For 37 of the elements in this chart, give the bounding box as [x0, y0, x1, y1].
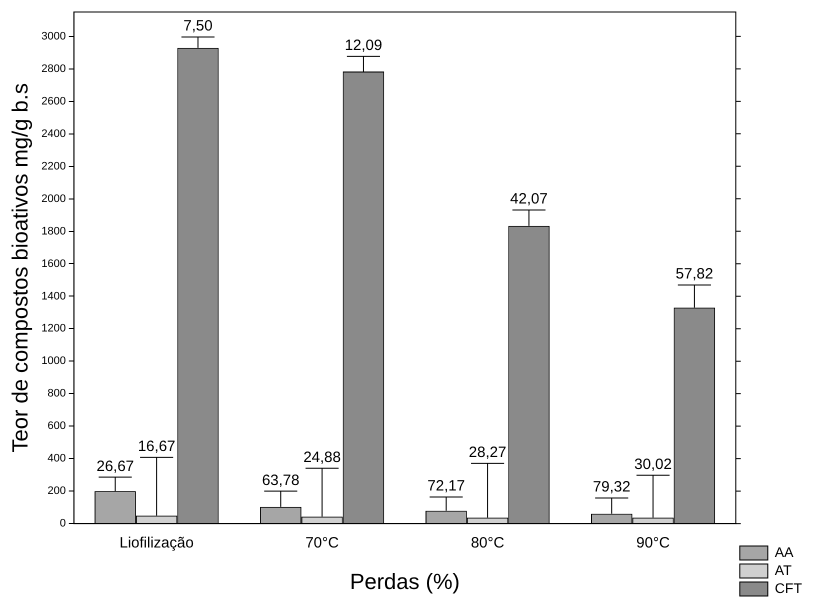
annotation: 12,09	[344, 36, 382, 54]
annotation: 57,82	[676, 266, 714, 283]
annotation: 72,17	[427, 478, 465, 495]
y-tick-label: 1800	[41, 225, 66, 238]
annotation: 7,50	[183, 18, 213, 35]
y-tick-label: 400	[48, 452, 66, 465]
y-tick-label: 2000	[41, 192, 66, 205]
annotation: 24,88	[303, 448, 341, 466]
y-tick-label: 2400	[41, 128, 66, 140]
y-tick-label: 3000	[41, 30, 66, 42]
x-tick-label: 90°C	[636, 534, 670, 552]
annotation: 79,32	[592, 478, 630, 496]
x-tick-label: Liofilização	[120, 534, 194, 552]
annotation: 63,78	[262, 472, 300, 489]
y-tick-label: 2200	[41, 160, 66, 172]
y-tick-label: 0	[60, 518, 66, 530]
y-tick-label: 200	[48, 485, 66, 498]
legend-label: AT	[774, 562, 792, 578]
annotation: 30,02	[634, 456, 672, 473]
legend-label: AA	[774, 544, 794, 560]
y-tick-label: 1600	[41, 258, 66, 270]
y-tick-label: 600	[48, 420, 66, 432]
annotation: 26,67	[96, 458, 134, 475]
annotation: 16,67	[138, 438, 176, 455]
y-tick-label: 1400	[41, 290, 66, 302]
x-axis-title: Perdas (%)	[350, 568, 460, 594]
y-tick-label: 2600	[41, 95, 66, 108]
y-axis-title: Teor de compostos bioativos mg/g b.s	[7, 83, 32, 452]
x-tick-label: 80°C	[470, 534, 504, 552]
annotation: 28,27	[468, 444, 506, 461]
x-tick-label: 70°C	[305, 534, 340, 552]
y-tick-label: 1000	[41, 355, 66, 368]
y-tick-label: 1200	[41, 322, 66, 335]
y-tick-label: 800	[48, 388, 66, 400]
y-tick-label: 2800	[41, 62, 66, 75]
legend-label: CFT	[774, 580, 802, 596]
annotation: 42,07	[510, 190, 548, 208]
